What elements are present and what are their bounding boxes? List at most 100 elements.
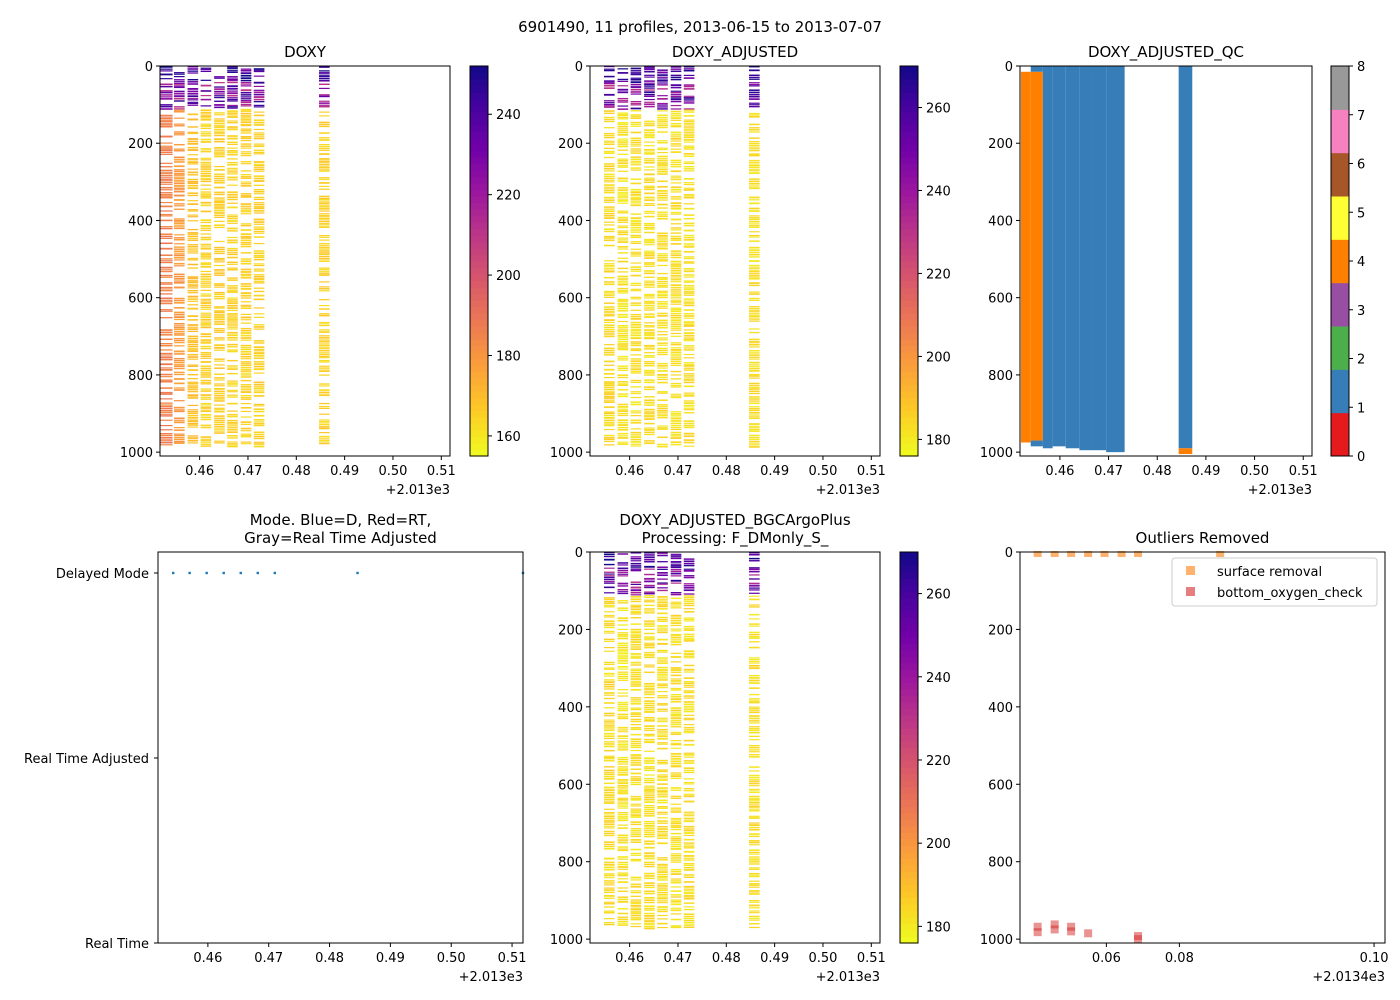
profile-cell bbox=[670, 624, 682, 627]
profile-cell bbox=[617, 123, 629, 126]
profile-cell bbox=[227, 322, 238, 324]
profile-cell bbox=[749, 115, 760, 118]
profile-cell bbox=[227, 67, 238, 69]
profile-cell bbox=[214, 251, 225, 253]
profile-cell bbox=[227, 350, 238, 353]
profile-cell bbox=[174, 219, 185, 222]
profile-cell bbox=[214, 165, 225, 168]
profile-cell bbox=[253, 433, 265, 436]
profile-cell bbox=[749, 853, 760, 855]
profile-cell bbox=[644, 83, 655, 86]
profile-cell bbox=[749, 220, 760, 223]
colorbar-swatch-qc-2 bbox=[1331, 326, 1349, 370]
profile-cell bbox=[670, 726, 682, 728]
profile-cell bbox=[657, 638, 668, 641]
profile-cell bbox=[604, 397, 615, 399]
profile-cell bbox=[174, 225, 185, 227]
profile-cell bbox=[683, 194, 695, 196]
profile-cell bbox=[683, 560, 695, 563]
profile-cell bbox=[160, 149, 173, 152]
profile-cell bbox=[240, 209, 252, 211]
profile-cell bbox=[630, 733, 642, 736]
profile-cell bbox=[253, 391, 265, 394]
profile-cell bbox=[253, 104, 265, 106]
profile-cell bbox=[683, 691, 695, 694]
profile-cell bbox=[630, 908, 642, 911]
profile-cell bbox=[174, 180, 185, 182]
profile-cell bbox=[200, 166, 212, 168]
profile-cell bbox=[670, 682, 682, 685]
profile-cell bbox=[644, 556, 655, 559]
profile-cell bbox=[604, 578, 615, 581]
profile-cell bbox=[227, 92, 238, 95]
profile-cell bbox=[644, 725, 655, 728]
profile-cell bbox=[604, 351, 615, 354]
profile-cell bbox=[630, 883, 642, 886]
profile-cell bbox=[617, 164, 629, 166]
profile-cell bbox=[214, 201, 225, 204]
profile-cell bbox=[604, 606, 615, 608]
colorbar-swatch bbox=[900, 404, 918, 412]
profile-cell bbox=[253, 264, 265, 267]
profile-cell bbox=[187, 203, 199, 206]
profile-cell bbox=[214, 311, 225, 314]
profile-cell bbox=[160, 181, 173, 184]
profile-cell bbox=[617, 369, 629, 372]
profile-cell bbox=[630, 326, 642, 329]
profile-cell bbox=[630, 832, 642, 834]
profile-cell bbox=[749, 91, 760, 94]
profile-cell bbox=[683, 902, 695, 904]
profile-cell bbox=[604, 411, 615, 413]
profile-cell bbox=[683, 885, 695, 888]
profile-cell bbox=[240, 376, 252, 378]
profile-cell bbox=[657, 871, 668, 873]
profile-cell bbox=[617, 654, 629, 656]
profile-cell bbox=[683, 575, 695, 577]
profile-cell bbox=[630, 102, 642, 105]
profile-cell bbox=[160, 429, 173, 431]
profile-cell bbox=[749, 104, 760, 106]
profile-cell bbox=[240, 74, 252, 77]
profile-cell bbox=[253, 441, 265, 443]
profile-cell bbox=[617, 768, 629, 770]
profile-cell bbox=[227, 302, 238, 305]
profile-cell bbox=[240, 361, 252, 363]
profile-cell bbox=[670, 267, 682, 270]
profile-cell bbox=[683, 153, 695, 155]
profile-cell bbox=[630, 591, 642, 594]
profile-cell bbox=[644, 66, 655, 68]
profile-cell bbox=[657, 887, 668, 889]
y-tick-label: 800 bbox=[558, 369, 583, 384]
profile-cell bbox=[670, 426, 682, 429]
profile-cell bbox=[604, 376, 615, 379]
profile-cell bbox=[644, 909, 655, 911]
profile-cell bbox=[617, 726, 629, 729]
profile-cell bbox=[749, 425, 760, 427]
profile-cell bbox=[644, 846, 655, 849]
profile-cell bbox=[657, 305, 668, 307]
profile-cell bbox=[644, 427, 655, 429]
profile-cell bbox=[749, 149, 760, 152]
profile-cell bbox=[683, 596, 695, 599]
profile-cell bbox=[670, 614, 682, 617]
colorbar-swatch bbox=[900, 923, 918, 931]
colorbar-swatch bbox=[470, 189, 488, 197]
profile-cell bbox=[657, 445, 668, 448]
x-tick-label: 0.49 bbox=[376, 951, 405, 966]
profile-cell bbox=[617, 211, 629, 214]
profile-cell bbox=[200, 197, 212, 199]
profile-cell bbox=[644, 790, 655, 792]
profile-cell bbox=[604, 758, 615, 760]
profile-cell bbox=[644, 185, 655, 187]
profile-cell bbox=[227, 214, 238, 216]
profile-cell bbox=[630, 613, 642, 615]
profile-cell bbox=[630, 431, 642, 434]
profile-cell bbox=[214, 203, 225, 206]
profile-cell bbox=[683, 250, 695, 253]
profile-cell bbox=[160, 135, 173, 138]
profile-cell bbox=[240, 175, 252, 178]
profile-cell bbox=[227, 316, 238, 318]
profile-cell bbox=[604, 692, 615, 694]
profile-cell bbox=[657, 78, 668, 80]
profile-cell bbox=[670, 900, 682, 903]
